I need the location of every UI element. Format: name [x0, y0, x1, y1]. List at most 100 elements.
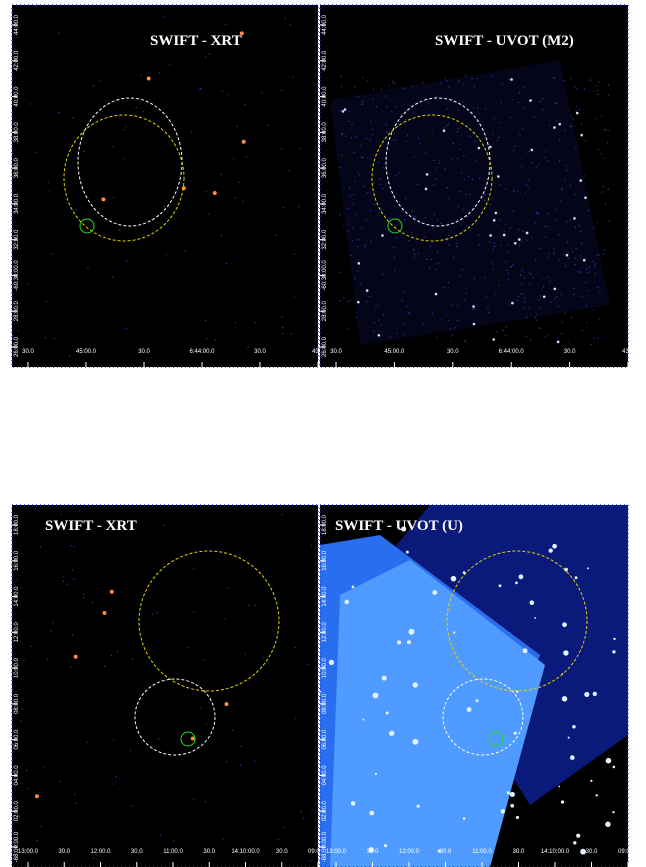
star [522, 648, 528, 654]
star [406, 305, 408, 308]
star [436, 337, 438, 339]
star [510, 266, 513, 268]
panel-frame [319, 504, 629, 867]
star [484, 277, 486, 279]
star [104, 665, 106, 667]
star [428, 267, 431, 269]
star [12, 337, 13, 340]
star [310, 545, 313, 547]
star [379, 183, 381, 186]
star [558, 234, 560, 236]
star [542, 295, 546, 299]
star [163, 16, 166, 18]
star [283, 826, 286, 829]
star [73, 578, 75, 580]
image-panel: SWIFT - UVOT (M2) 30.0 45:00.0 30.0 6:44:00.… [319, 4, 634, 368]
star [578, 295, 580, 297]
star [515, 815, 520, 819]
star [524, 106, 526, 109]
star [584, 196, 587, 199]
star [382, 167, 384, 169]
x-tick-label: 30.0 [367, 849, 379, 855]
star [584, 140, 587, 142]
star [245, 156, 247, 158]
star [505, 188, 507, 190]
star [86, 741, 88, 743]
star [426, 258, 428, 260]
star [564, 79, 566, 82]
x-tick-label: 11:00.0 [163, 849, 183, 855]
star [574, 576, 578, 580]
star [547, 212, 550, 215]
panel-frame [11, 504, 319, 867]
star [424, 236, 426, 238]
star [538, 163, 540, 165]
star [367, 191, 369, 194]
star [311, 810, 313, 812]
star [444, 77, 446, 79]
star [539, 327, 541, 329]
star [205, 800, 207, 803]
star [464, 299, 466, 301]
star [515, 581, 518, 585]
x-tick-label: 30.0 [586, 849, 598, 855]
star [475, 699, 479, 703]
star [377, 304, 379, 306]
x-tick-label: 45:00.0 [76, 349, 97, 355]
star [458, 80, 460, 82]
star [560, 333, 563, 335]
star [393, 256, 396, 258]
star [586, 567, 589, 570]
star [362, 76, 364, 79]
star [377, 333, 381, 337]
star [505, 335, 507, 337]
star [58, 32, 60, 34]
star [570, 78, 572, 80]
star [484, 194, 486, 196]
exposure-region [330, 60, 610, 345]
star [523, 277, 526, 279]
star [570, 115, 572, 117]
star [605, 757, 612, 764]
star [544, 336, 546, 338]
x-tick-label: 43:0 [312, 349, 324, 355]
star [456, 131, 458, 133]
star [585, 281, 587, 284]
star [362, 100, 364, 102]
star [572, 118, 574, 120]
star [340, 76, 342, 78]
star [282, 206, 285, 208]
star [507, 251, 509, 253]
star [522, 230, 525, 232]
star [225, 262, 228, 265]
source [146, 76, 151, 81]
star [122, 157, 125, 160]
star [366, 80, 368, 82]
star [462, 83, 465, 85]
star [474, 87, 476, 89]
star [590, 779, 593, 782]
error-ellipse [371, 114, 493, 242]
star [220, 234, 223, 236]
star [472, 305, 475, 308]
star [70, 545, 72, 547]
star [242, 200, 244, 203]
star [341, 110, 345, 113]
star [281, 89, 283, 91]
star [559, 160, 561, 162]
panel-title: SWIFT - XRT [45, 518, 137, 534]
star [597, 89, 599, 91]
star [350, 136, 353, 139]
star [240, 745, 242, 747]
star [574, 86, 576, 88]
star [349, 299, 351, 302]
star [457, 205, 459, 208]
x-tick-label: 30.0 [22, 349, 34, 355]
star [75, 208, 77, 211]
star [359, 283, 361, 285]
star [223, 618, 225, 620]
panel-title: SWIFT - XRT [150, 33, 242, 49]
star [92, 857, 95, 859]
star [364, 245, 366, 247]
star [281, 316, 283, 318]
